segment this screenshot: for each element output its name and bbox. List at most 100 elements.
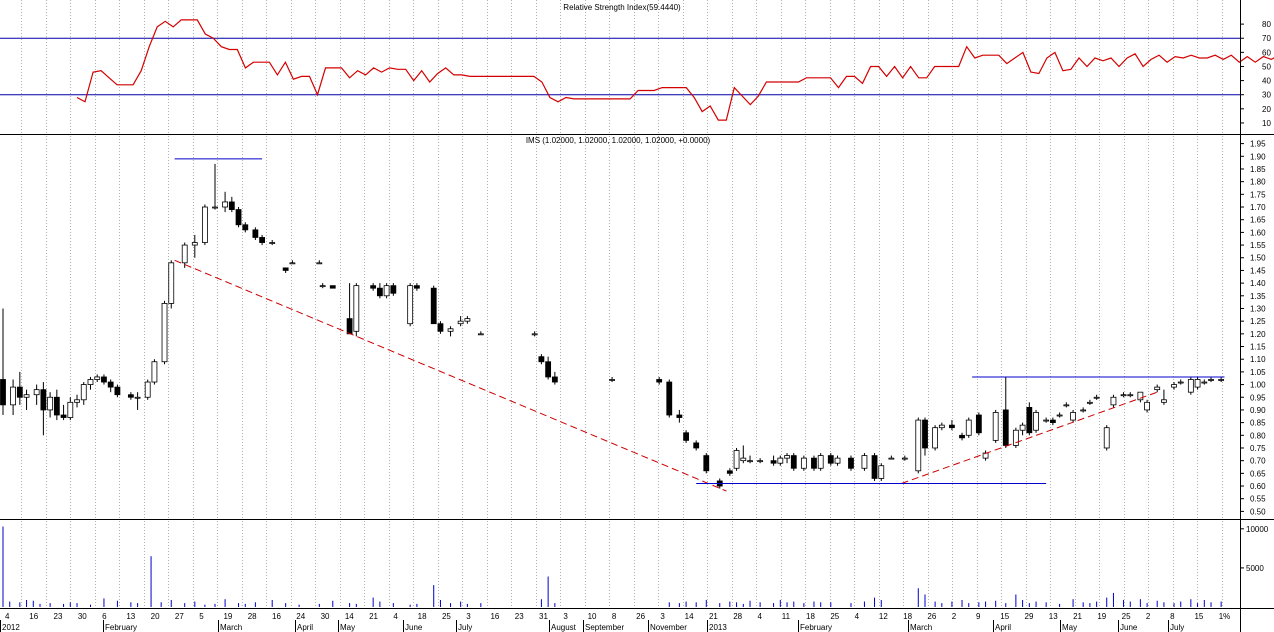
candle-body [1103,427,1110,449]
candle-body [181,244,188,264]
candle-body [23,394,30,398]
x-tick-label: 4 [5,612,10,621]
candle-body [1187,379,1194,393]
candle-body [319,285,326,288]
rsi-tick-label: 60 [1262,48,1271,57]
x-tick-label: 30 [321,612,330,621]
candle-body [33,389,40,396]
candle-body [1002,409,1009,446]
candle-body [1144,401,1150,411]
candle-body [53,396,60,416]
candle-body [228,201,235,210]
price-tick-label: 1.80 [1250,178,1266,187]
candle-body [740,457,747,462]
volume-tick-label: 10000 [1246,525,1269,534]
candle-body [531,333,538,336]
candle-body [800,457,807,469]
x-tick-label: 18 [418,612,427,621]
candle-body [1063,404,1070,407]
candle-body [1093,396,1100,399]
x-tick-label: 1% [1219,612,1231,621]
volume-bars [2,526,1222,607]
x-tick-label: 12 [879,612,888,621]
candle-body [329,285,336,289]
candle-body [40,389,47,411]
candle-body [16,386,23,398]
volume-panel: 5000 10000 [2,521,1269,607]
candle-body [683,432,689,441]
candle-body [383,285,390,297]
candle-body [1194,379,1201,388]
month-label: 2013 [709,623,727,632]
x-tick-label: 3 [466,612,471,621]
candle-body [777,457,784,464]
x-tick-label: 25 [1122,612,1131,621]
candle-body [551,376,558,383]
candle-body [201,206,208,243]
candle-body [609,379,615,381]
month-label: May [1062,623,1077,632]
price-tick-label: 1.75 [1250,190,1266,199]
candle-body [827,455,834,464]
candle-body [447,328,454,332]
x-tick-label: 16 [272,612,281,621]
x-tick-label: 13 [1049,612,1058,621]
candle-body [60,414,67,418]
candle-body [222,201,228,208]
rsi-levels [0,37,1240,96]
x-tick-label: 18 [903,612,912,621]
price-trendlines [174,259,1158,492]
candle-body [144,381,151,398]
x-tick-label: 14 [685,612,694,621]
candle-body [94,376,101,380]
candle-body [430,287,437,325]
candle-body [67,401,74,418]
price-tick-label: 0.85 [1250,419,1266,428]
price-y-ticks: 0.50 0.55 0.60 0.65 0.70 0.75 0.80 0.85 0.90 0.95… [1240,140,1266,516]
price-tick-label: 0.60 [1250,482,1266,491]
candle-body [1026,406,1033,434]
candle-body [376,287,383,297]
x-tick-label: 31 [539,612,548,621]
x-tick-label: 3 [563,612,568,621]
month-label: July [1170,623,1184,632]
x-tick-label: 5 [199,612,204,621]
x-tick-label: 28 [733,612,742,621]
candle-body [168,262,175,304]
x-tick-label: 6 [102,612,107,621]
x-axis-labels: 4 16 23 30 6 13 20 27 5 19 28 16 24 30 14 21 4 18 25 3 16 23 3… [5,612,1230,621]
candle-body [1056,414,1063,417]
month-label: March [220,623,242,632]
month-label: March [910,623,932,632]
month-label: April [297,623,313,632]
price-tick-label: 1.30 [1250,304,1266,313]
candle-body [949,424,955,429]
candle-body [437,323,444,332]
candle-body [703,455,710,472]
candle-body [161,303,168,363]
candle-body [242,224,249,231]
price-tick-label: 0.55 [1250,495,1266,504]
rsi-tick-label: 30 [1262,91,1271,100]
x-tick-label: 18 [806,612,815,621]
x-tick-label: 27 [175,612,184,621]
rsi-tick-label: 80 [1262,20,1271,29]
candle-body [282,267,289,271]
candle-body [259,237,266,243]
x-tick-label: 15 [1194,612,1203,621]
price-tick-label: 1.95 [1250,140,1266,149]
price-panel: IMS (1.02000, 1.02000, 1.02000, 1.02000,… [0,136,1266,518]
candle-body [370,285,377,289]
x-tick-label: 4 [393,612,398,621]
price-tick-label: 1.10 [1250,355,1266,364]
candle-body [457,320,464,325]
rsi-tick-label: 10 [1262,119,1271,128]
candle-body [1012,429,1019,446]
volume-tick-label: 5000 [1246,564,1264,573]
candle-body [871,455,878,479]
x-tick-label: 23 [515,612,524,621]
candle-body [212,206,218,209]
candle-body [726,470,733,474]
month-label: September [585,623,624,632]
